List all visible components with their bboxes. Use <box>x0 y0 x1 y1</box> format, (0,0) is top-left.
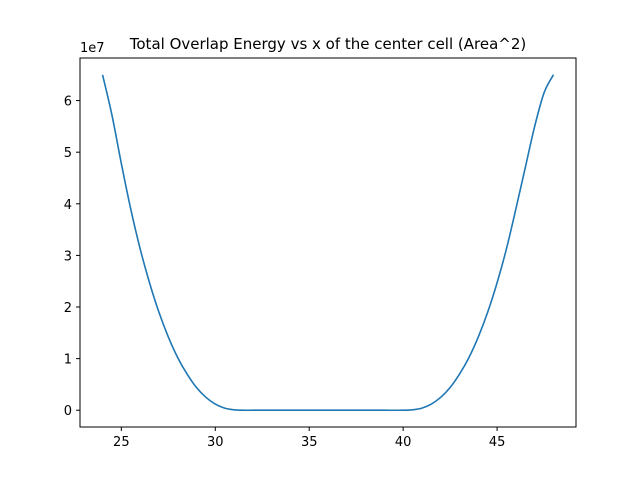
y-axis-offset-label: 1e7 <box>80 41 105 56</box>
series-line <box>101 74 555 412</box>
plot-frame <box>79 57 577 428</box>
x-tick-label: 30 <box>207 435 224 450</box>
y-tick-label: 2 <box>64 301 72 316</box>
y-tick-label: 6 <box>64 95 72 110</box>
x-tick-label: 40 <box>395 435 412 450</box>
plot-area <box>101 74 555 412</box>
chart-title: Total Overlap Energy vs x of the center … <box>129 35 526 53</box>
x-tick-label: 25 <box>113 435 130 450</box>
y-tick-label: 3 <box>64 249 72 264</box>
x-tick-label: 35 <box>301 435 318 450</box>
y-tick-label: 0 <box>64 404 72 419</box>
y-tick-label: 1 <box>64 353 72 368</box>
x-tick-label: 45 <box>489 435 506 450</box>
y-tick-label: 5 <box>64 146 72 161</box>
y-tick-label: 4 <box>64 198 72 213</box>
